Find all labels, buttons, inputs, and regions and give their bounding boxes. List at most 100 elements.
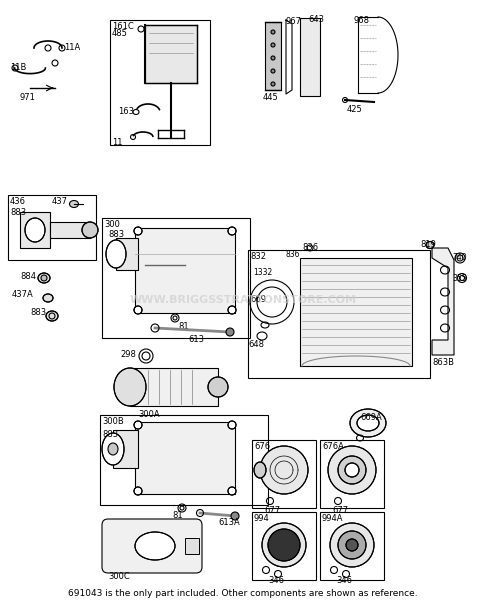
Text: 300B: 300B	[102, 417, 124, 426]
Bar	[116, 238, 138, 270]
Bar	[135, 422, 235, 494]
Text: 669A: 669A	[360, 413, 382, 422]
Text: 300C: 300C	[108, 572, 130, 581]
Ellipse shape	[228, 487, 236, 495]
Ellipse shape	[70, 201, 78, 207]
Bar	[130, 368, 218, 406]
Bar	[102, 218, 250, 338]
Ellipse shape	[228, 306, 236, 314]
Bar	[8, 195, 96, 260]
Ellipse shape	[25, 218, 45, 242]
Text: 346: 346	[268, 576, 284, 585]
Bar	[113, 430, 138, 468]
Text: 613: 613	[188, 335, 204, 344]
Ellipse shape	[271, 82, 275, 86]
Text: 437A: 437A	[12, 290, 34, 299]
Text: 677: 677	[332, 506, 348, 515]
Text: WWW.BRIGGSSTRATTONSTORE.COM: WWW.BRIGGSSTRATTONSTORE.COM	[130, 295, 356, 305]
Text: 836: 836	[285, 250, 300, 259]
FancyBboxPatch shape	[102, 519, 202, 573]
Text: 863B: 863B	[432, 358, 454, 367]
Bar	[185, 538, 199, 554]
Text: 11B: 11B	[10, 63, 26, 72]
Ellipse shape	[208, 377, 228, 397]
Ellipse shape	[350, 409, 386, 437]
Ellipse shape	[346, 539, 358, 551]
Ellipse shape	[271, 30, 275, 34]
Text: 967: 967	[285, 17, 301, 26]
Ellipse shape	[338, 531, 366, 559]
Ellipse shape	[228, 227, 236, 235]
Ellipse shape	[134, 421, 142, 429]
Text: 643: 643	[308, 15, 324, 24]
Ellipse shape	[228, 421, 236, 429]
Text: 691043 is the only part included. Other components are shown as reference.: 691043 is the only part included. Other …	[68, 589, 418, 598]
Bar	[252, 512, 316, 580]
Ellipse shape	[82, 222, 98, 238]
Ellipse shape	[41, 275, 47, 281]
Text: 669: 669	[250, 295, 266, 304]
Bar	[50, 222, 90, 238]
Text: 161C: 161C	[112, 22, 134, 31]
Ellipse shape	[426, 241, 434, 249]
Bar	[135, 228, 235, 313]
Ellipse shape	[268, 529, 300, 561]
Ellipse shape	[102, 433, 124, 465]
Ellipse shape	[134, 487, 142, 495]
Text: 676: 676	[254, 442, 270, 451]
Polygon shape	[432, 248, 454, 355]
Bar	[320, 440, 384, 508]
Bar	[20, 212, 50, 248]
Text: 884: 884	[20, 272, 36, 281]
Ellipse shape	[254, 462, 266, 478]
Text: 971: 971	[20, 93, 36, 102]
Text: 648: 648	[248, 340, 264, 349]
Text: 437: 437	[52, 197, 68, 206]
Text: 968: 968	[353, 16, 369, 25]
Ellipse shape	[345, 463, 359, 477]
Text: 883: 883	[108, 230, 124, 239]
Text: 676A: 676A	[322, 442, 344, 451]
Text: 436: 436	[10, 197, 26, 206]
Ellipse shape	[260, 446, 308, 494]
Text: 11: 11	[112, 138, 123, 147]
Ellipse shape	[271, 43, 275, 47]
Ellipse shape	[226, 328, 234, 336]
Bar	[252, 440, 316, 508]
Ellipse shape	[338, 456, 366, 484]
Text: 883: 883	[10, 208, 26, 217]
Ellipse shape	[271, 69, 275, 73]
Ellipse shape	[328, 446, 376, 494]
Text: 994: 994	[254, 514, 270, 523]
Text: 677: 677	[264, 506, 280, 515]
Text: 11A: 11A	[64, 43, 80, 52]
Text: 445: 445	[263, 93, 279, 102]
Ellipse shape	[134, 227, 142, 235]
Bar	[320, 512, 384, 580]
Ellipse shape	[43, 294, 53, 302]
Ellipse shape	[108, 443, 118, 455]
Bar	[145, 25, 197, 83]
Ellipse shape	[231, 512, 239, 520]
Text: 994A: 994A	[322, 514, 343, 523]
Text: 613A: 613A	[218, 518, 240, 527]
Bar	[248, 250, 430, 378]
Text: 485: 485	[112, 29, 128, 38]
Ellipse shape	[357, 415, 379, 431]
Bar	[300, 258, 412, 366]
Ellipse shape	[135, 532, 175, 560]
Text: 425: 425	[347, 105, 363, 114]
Text: 298: 298	[120, 350, 136, 359]
Bar	[300, 18, 320, 96]
Text: 1332: 1332	[253, 268, 272, 277]
Ellipse shape	[134, 306, 142, 314]
Ellipse shape	[106, 240, 126, 268]
Text: 300: 300	[104, 220, 120, 229]
Text: 346: 346	[336, 576, 352, 585]
Ellipse shape	[262, 523, 306, 567]
Text: 300A: 300A	[138, 410, 160, 419]
Text: 81: 81	[172, 511, 183, 520]
Text: 819: 819	[420, 240, 436, 249]
Bar	[100, 415, 268, 505]
Text: 836: 836	[302, 243, 318, 252]
